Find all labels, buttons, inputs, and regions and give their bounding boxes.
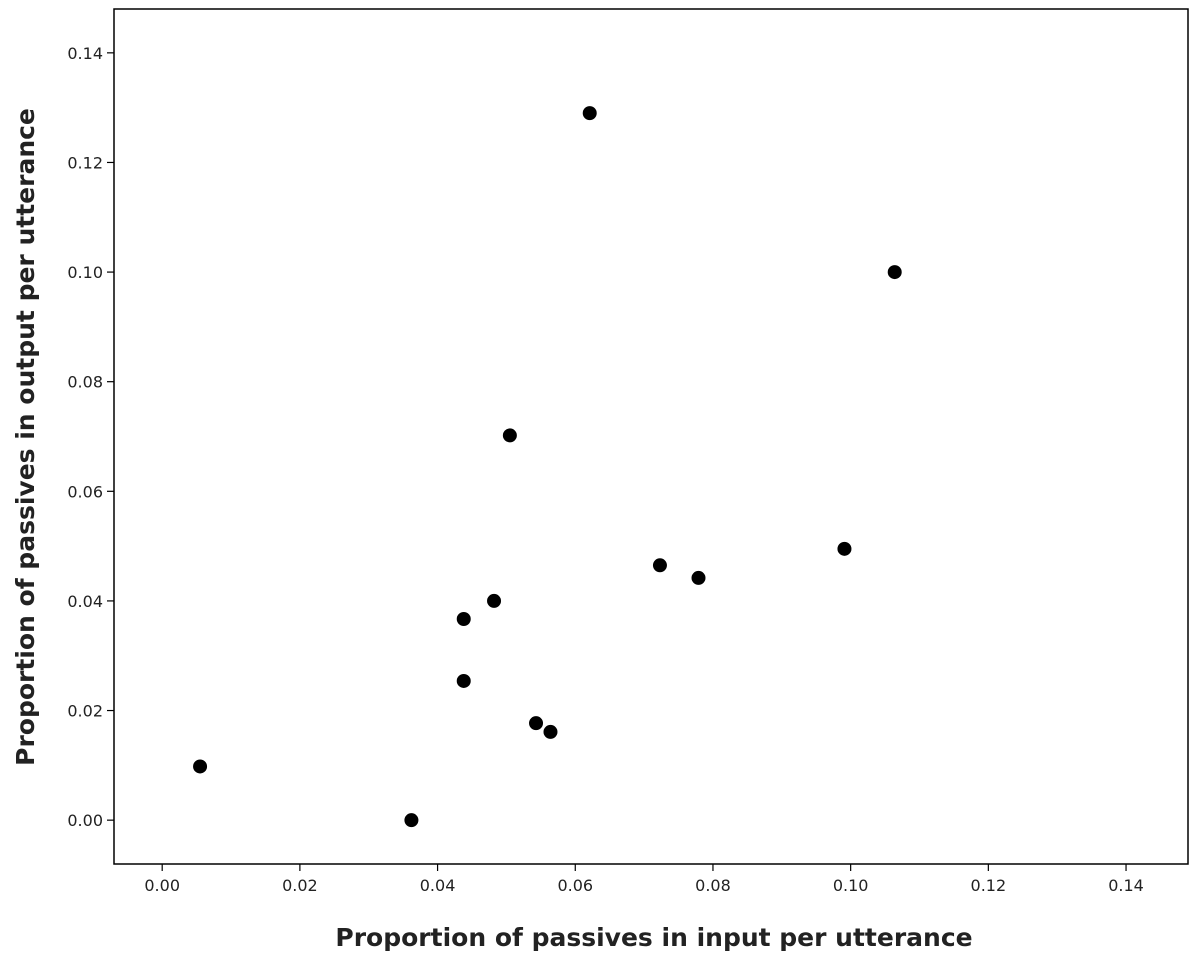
y-tick-label: 0.08 — [67, 373, 103, 392]
data-point — [486, 592, 503, 609]
data-point — [528, 715, 545, 732]
x-tick-label: 0.02 — [282, 876, 318, 895]
x-axis: 0.00 0.02 0.04 0.06 0.08 0.10 0.12 0.14 — [144, 864, 1144, 895]
x-tick-label: 0.04 — [420, 876, 456, 895]
y-tick-label: 0.00 — [67, 811, 103, 830]
x-tick-label: 0.06 — [557, 876, 593, 895]
plot-frame — [113, 8, 1189, 865]
x-tick-label: 0.14 — [1108, 876, 1144, 895]
data-point — [455, 672, 472, 689]
x-axis-title: Proportion of passives in input per utte… — [335, 923, 972, 952]
y-tick-label: 0.06 — [67, 482, 103, 501]
data-point — [581, 105, 598, 122]
y-tick-label: 0.14 — [67, 44, 103, 63]
data-points — [192, 105, 903, 829]
data-point — [690, 569, 707, 586]
data-point — [542, 723, 559, 740]
y-tick-label: 0.12 — [67, 153, 103, 172]
y-tick-label: 0.10 — [67, 263, 103, 282]
x-tick-label: 0.00 — [144, 876, 180, 895]
x-tick-label: 0.08 — [695, 876, 731, 895]
data-point — [403, 812, 420, 829]
data-point — [501, 427, 518, 444]
y-tick-label: 0.02 — [67, 702, 103, 721]
y-tick-label: 0.04 — [67, 592, 103, 611]
y-axis: 0.00 0.02 0.04 0.06 0.08 0.10 0.12 0.14 — [67, 44, 114, 830]
data-point — [836, 540, 853, 557]
y-axis-title: Proportion of passives in output per utt… — [11, 108, 40, 766]
x-tick-label: 0.12 — [971, 876, 1007, 895]
data-point — [886, 264, 903, 281]
data-point — [455, 611, 472, 628]
data-point — [192, 758, 209, 775]
x-tick-label: 0.10 — [833, 876, 869, 895]
data-point — [651, 557, 668, 574]
